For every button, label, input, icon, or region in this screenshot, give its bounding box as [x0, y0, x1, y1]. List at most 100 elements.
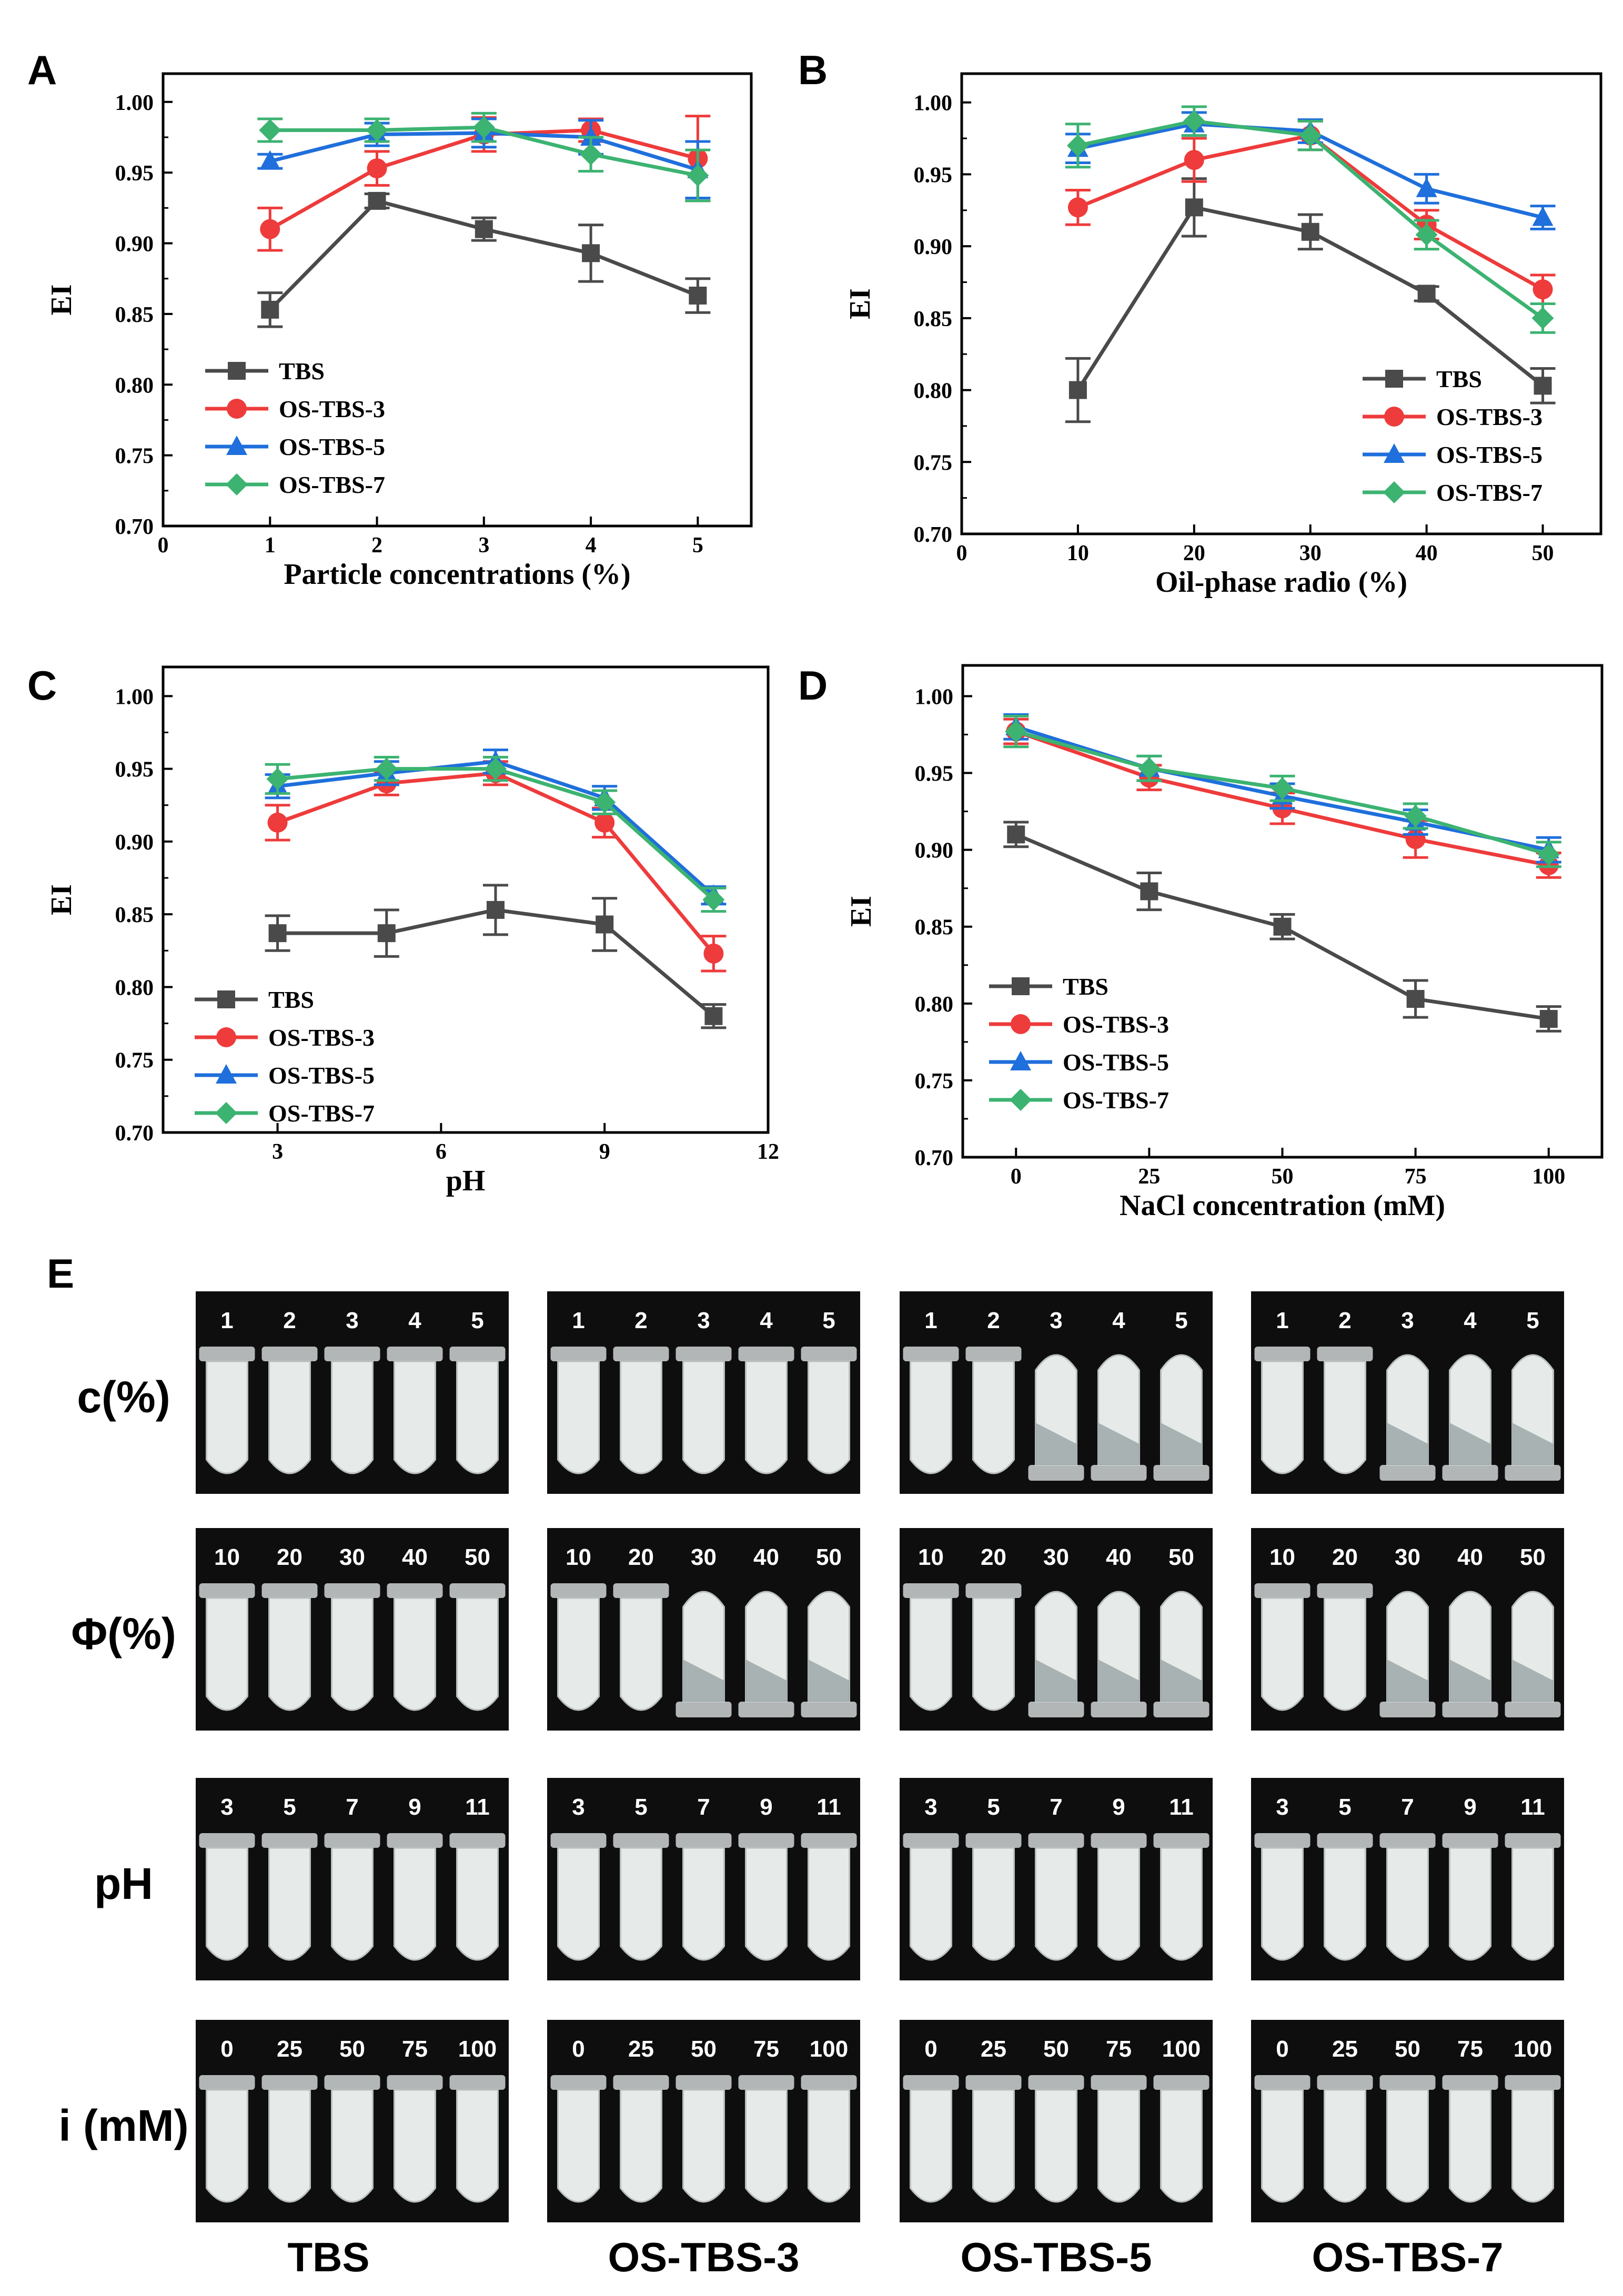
y-tick-label: 0.90	[115, 232, 154, 257]
tube-body	[1511, 1847, 1554, 1961]
y-tick-label: 1.00	[914, 92, 953, 116]
tube-cap	[261, 1583, 318, 1598]
y-tick-label: 0.90	[115, 831, 154, 855]
tube-cap	[449, 1347, 506, 1361]
tube-number: 4	[760, 1308, 773, 1333]
tube-number: 5	[822, 1308, 835, 1333]
tube-number: 9	[1464, 1794, 1476, 1820]
data-point	[703, 943, 724, 964]
tube-cap	[1153, 1833, 1209, 1848]
tube-cap	[1442, 1702, 1498, 1717]
tube-number: 50	[465, 1544, 490, 1570]
y-tick-label: 1.00	[915, 685, 954, 709]
tube-body	[456, 1360, 499, 1474]
y-tick-label: 0.90	[914, 235, 953, 259]
data-point	[1537, 843, 1560, 866]
y-tick-label: 0.80	[115, 373, 154, 398]
tube-cap	[1317, 1583, 1373, 1598]
tube-cap	[1091, 1465, 1147, 1481]
y-tick-label: 0.75	[914, 451, 953, 475]
tube-cap	[1379, 2075, 1436, 2090]
tube-photo: 1 2 3 4 5	[547, 1291, 860, 1494]
tube-body	[972, 2089, 1015, 2203]
y-tick-label: 0.85	[915, 916, 954, 940]
chart-panel-A: A 0.70 0.75 0.80 0.85 0.90 0.95 1.00 0 1 2 3 4 5 Parti…	[27, 47, 753, 591]
tube-cap	[738, 2075, 794, 2090]
y-tick-label: 0.95	[115, 758, 154, 782]
x-tick-label: 12	[757, 1140, 779, 1164]
series-TBS	[265, 884, 727, 1029]
x-tick-label: 9	[599, 1140, 610, 1164]
tube-body	[268, 1360, 311, 1474]
tube-cap	[1153, 1702, 1209, 1717]
panel-e: Ec(%)1 2 3 4 5 1 2 3 4 5 1 2 3 4 5 1 2 3 4 5Φ(%)10 20 30 40 50 1…	[47, 1250, 1564, 2280]
tube-cap	[550, 1347, 607, 1361]
tube-cap	[1505, 1833, 1561, 1848]
x-tick-label: 3	[272, 1140, 283, 1164]
data-point	[594, 812, 615, 833]
tube-number: 75	[1457, 2036, 1483, 2062]
chart-panel-B: B 0.70 0.75 0.80 0.85 0.90 0.95 1.00 0 10 20 30 40 50…	[798, 47, 1602, 599]
tube-number: 30	[339, 1544, 365, 1570]
tube-clear-zone	[1387, 1423, 1428, 1465]
tube-cap	[261, 2075, 318, 2090]
tube-cap	[199, 1833, 255, 1848]
data-point	[1183, 110, 1205, 133]
data-point	[704, 1007, 723, 1025]
tube-cap	[1254, 1833, 1311, 1848]
data-point	[580, 143, 602, 166]
tube-cap	[449, 1583, 506, 1598]
tube-cap	[199, 2075, 255, 2090]
tube-clear-zone	[1161, 1660, 1202, 1702]
tube-number: 4	[408, 1308, 421, 1333]
tube-number: 3	[1276, 1794, 1288, 1820]
legend-label: OS-TBS-3	[279, 396, 385, 422]
column-label: OS-TBS-5	[960, 2234, 1152, 2280]
tube-body	[1324, 1360, 1366, 1474]
data-point	[1299, 124, 1322, 147]
tube-number: 0	[220, 2036, 233, 2062]
tube-number: 3	[924, 1794, 937, 1820]
tube-body	[331, 2089, 374, 2203]
data-point	[1007, 825, 1025, 844]
tube-clear-zone	[683, 1660, 724, 1702]
x-tick-label: 75	[1405, 1165, 1427, 1189]
tube-cap	[550, 1583, 607, 1598]
tube-body	[456, 1847, 499, 1961]
tube-photo: 1 2 3 4 5	[1251, 1291, 1564, 1494]
y-tick-label: 1.00	[115, 91, 154, 115]
legend-label: OS-TBS-3	[1436, 403, 1543, 430]
legend-marker	[1383, 481, 1405, 503]
tube-cap	[1317, 2075, 1373, 2090]
x-tick-label: 10	[1067, 541, 1089, 565]
tube-body	[910, 1360, 952, 1474]
data-point	[702, 888, 725, 911]
tube-body	[1324, 1597, 1366, 1711]
tube-body	[1035, 2089, 1077, 2203]
x-tick-label: 100	[1532, 1165, 1565, 1189]
data-point	[368, 191, 386, 210]
tube-body	[1035, 1847, 1077, 1961]
tube-cap	[613, 1347, 669, 1361]
tube-clear-zone	[1387, 1660, 1428, 1702]
column-label: OS-TBS-7	[1312, 2234, 1503, 2280]
tube-number: 2	[1338, 1308, 1351, 1333]
series-OS-TBS-7	[1065, 105, 1556, 334]
tube-cap	[1317, 1833, 1373, 1848]
tube-cap	[801, 1833, 857, 1848]
tube-body	[620, 1597, 662, 1711]
tube-number: 1	[572, 1308, 584, 1333]
tube-body	[808, 2089, 850, 2203]
tube-number: 5	[471, 1308, 483, 1333]
tube-number: 30	[691, 1544, 717, 1570]
tube-number: 50	[1520, 1544, 1546, 1570]
tube-photo: 3 5 7 9 11	[196, 1778, 509, 1980]
data-point	[687, 164, 709, 187]
tube-number: 30	[1395, 1544, 1420, 1570]
tube-cap	[1505, 1702, 1561, 1717]
data-point	[689, 286, 707, 305]
tube-cap	[387, 1347, 443, 1361]
y-axis-title: EI	[45, 884, 78, 915]
tube-cap	[613, 2075, 669, 2090]
tube-body	[972, 1360, 1015, 1474]
